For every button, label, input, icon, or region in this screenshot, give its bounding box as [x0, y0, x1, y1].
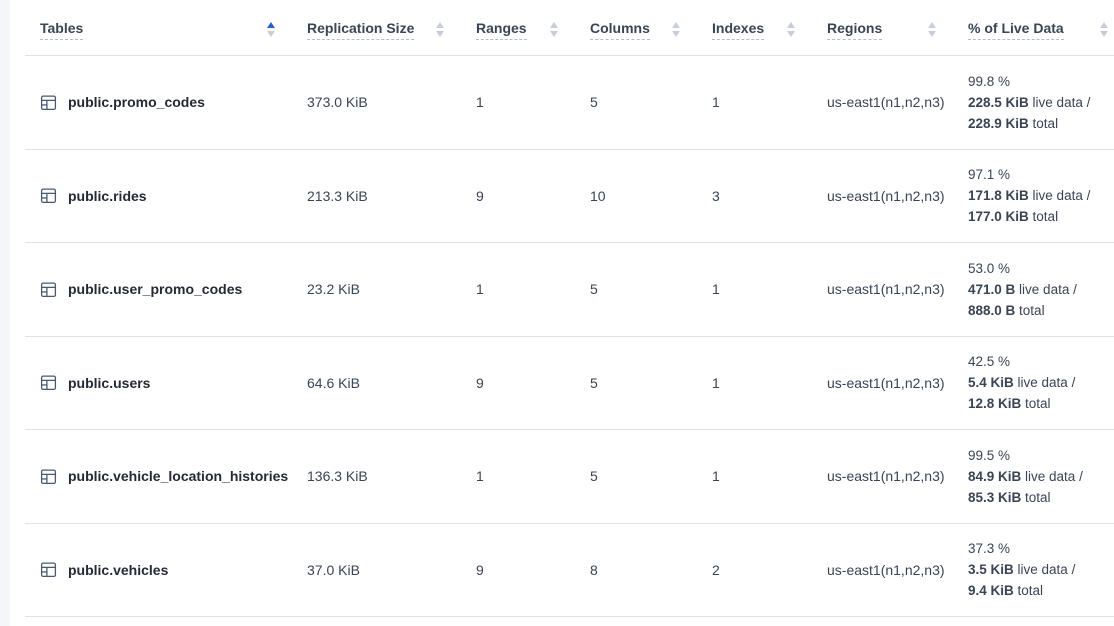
table-name-link[interactable]: public.promo_codes: [68, 94, 205, 111]
live-data-cell: 53.0 % 471.0 B live data / 888.0 B total: [968, 243, 1114, 336]
indexes-value: 1: [712, 281, 720, 298]
ranges-value: 9: [476, 187, 484, 204]
regions-value: us-east1(n1,n2,n3): [827, 561, 945, 578]
table-name-link[interactable]: public.vehicle_location_histories: [68, 468, 289, 485]
table-name-link[interactable]: public.rides: [68, 187, 147, 204]
sort-asc-icon: [267, 22, 275, 37]
table-icon: [40, 281, 57, 298]
live-data-percent: 99.5 %: [968, 447, 1011, 463]
regions-value: us-east1(n1,n2,n3): [827, 281, 945, 298]
columns-value: 5: [590, 374, 598, 391]
columns-value: 5: [590, 94, 598, 111]
table-icon: [40, 468, 57, 485]
total-data-line: 177.0 KiB total: [968, 209, 1059, 225]
column-header-tables-label: Tables: [40, 20, 84, 40]
live-data-line: 171.8 KiB live data /: [968, 188, 1091, 204]
ranges-value: 9: [476, 374, 484, 391]
column-header-ranges-label: Ranges: [476, 20, 527, 40]
table-header-row: Tables Replication Size Ranges Columns I…: [25, 0, 1114, 56]
columns-value: 5: [590, 281, 598, 298]
table-icon: [40, 94, 57, 111]
columns-value: 5: [590, 468, 598, 485]
live-data-percent: 97.1 %: [968, 167, 1011, 183]
column-header-regions-label: Regions: [827, 20, 883, 40]
column-header-replication-size-label: Replication Size: [307, 20, 415, 40]
live-data-line: 471.0 B live data /: [968, 281, 1077, 297]
indexes-value: 3: [712, 187, 720, 204]
table-row: public.user_promo_codes 23.2 KiB 1 5 1 u…: [25, 243, 1114, 337]
table-row: public.promo_codes 373.0 KiB 1 5 1 us-ea…: [25, 56, 1114, 150]
table-name-link[interactable]: public.vehicles: [68, 561, 169, 578]
live-data-line: 5.4 KiB live data /: [968, 375, 1076, 391]
column-header-tables[interactable]: Tables: [25, 0, 307, 55]
table-body: public.promo_codes 373.0 KiB 1 5 1 us-ea…: [25, 56, 1114, 617]
live-data-cell: 99.8 % 228.5 KiB live data / 228.9 KiB t…: [968, 56, 1114, 149]
table-name-link[interactable]: public.users: [68, 374, 151, 391]
table-row: public.rides 213.3 KiB 9 10 3 us-east1(n…: [25, 150, 1114, 243]
column-header-indexes-label: Indexes: [712, 20, 765, 40]
regions-value: us-east1(n1,n2,n3): [827, 187, 945, 204]
sort-icon: [436, 22, 444, 37]
sort-icon: [672, 22, 680, 37]
live-data-percent: 99.8 %: [968, 73, 1011, 89]
columns-value: 10: [590, 187, 606, 204]
replication-size-value: 64.6 KiB: [307, 374, 360, 391]
live-data-percent: 42.5 %: [968, 354, 1011, 370]
ranges-value: 1: [476, 468, 484, 485]
columns-value: 8: [590, 561, 598, 578]
column-header-live-data-label: % of Live Data: [968, 20, 1064, 40]
total-data-line: 228.9 KiB total: [968, 115, 1059, 131]
table-row: public.vehicles 37.0 KiB 9 8 2 us-east1(…: [25, 524, 1114, 617]
sort-icon: [1100, 22, 1108, 37]
live-data-line: 84.9 KiB live data /: [968, 468, 1083, 484]
live-data-cell: 99.5 % 84.9 KiB live data / 85.3 KiB tot…: [968, 430, 1114, 523]
ranges-value: 1: [476, 281, 484, 298]
live-data-percent: 53.0 %: [968, 260, 1011, 276]
total-data-line: 888.0 B total: [968, 302, 1045, 318]
column-header-replication-size[interactable]: Replication Size: [307, 0, 476, 55]
total-data-line: 12.8 KiB total: [968, 396, 1051, 412]
sort-icon: [787, 22, 795, 37]
live-data-line: 3.5 KiB live data /: [968, 562, 1076, 578]
table-icon: [40, 374, 57, 391]
column-header-regions[interactable]: Regions: [827, 0, 968, 55]
replication-size-value: 213.3 KiB: [307, 187, 368, 204]
replication-size-value: 136.3 KiB: [307, 468, 368, 485]
table-row: public.vehicle_location_histories 136.3 …: [25, 430, 1114, 524]
ranges-value: 9: [476, 561, 484, 578]
ranges-value: 1: [476, 94, 484, 111]
replication-size-value: 373.0 KiB: [307, 94, 368, 111]
indexes-value: 1: [712, 94, 720, 111]
sort-icon: [550, 22, 558, 37]
table-row: public.users 64.6 KiB 9 5 1 us-east1(n1,…: [25, 337, 1114, 430]
table-name-link[interactable]: public.user_promo_codes: [68, 281, 243, 298]
live-data-cell: 37.3 % 3.5 KiB live data / 9.4 KiB total: [968, 524, 1114, 617]
indexes-value: 2: [712, 561, 720, 578]
live-data-percent: 37.3 %: [968, 541, 1011, 557]
column-header-live-data[interactable]: % of Live Data: [968, 0, 1114, 55]
total-data-line: 85.3 KiB total: [968, 489, 1051, 505]
replication-size-value: 23.2 KiB: [307, 281, 360, 298]
table-icon: [40, 561, 57, 578]
column-header-ranges[interactable]: Ranges: [476, 0, 590, 55]
regions-value: us-east1(n1,n2,n3): [827, 94, 945, 111]
column-header-indexes[interactable]: Indexes: [712, 0, 827, 55]
live-data-cell: 42.5 % 5.4 KiB live data / 12.8 KiB tota…: [968, 337, 1114, 430]
regions-value: us-east1(n1,n2,n3): [827, 468, 945, 485]
indexes-value: 1: [712, 468, 720, 485]
table-icon: [40, 187, 57, 204]
live-data-line: 228.5 KiB live data /: [968, 94, 1091, 110]
page-left-gutter: [0, 0, 10, 626]
replication-size-value: 37.0 KiB: [307, 561, 360, 578]
live-data-cell: 97.1 % 171.8 KiB live data / 177.0 KiB t…: [968, 150, 1114, 243]
column-header-columns-label: Columns: [590, 20, 650, 40]
sort-icon: [928, 22, 936, 37]
column-header-columns[interactable]: Columns: [590, 0, 712, 55]
indexes-value: 1: [712, 374, 720, 391]
total-data-line: 9.4 KiB total: [968, 583, 1044, 599]
tables-list-table: Tables Replication Size Ranges Columns I…: [25, 0, 1114, 617]
regions-value: us-east1(n1,n2,n3): [827, 374, 945, 391]
